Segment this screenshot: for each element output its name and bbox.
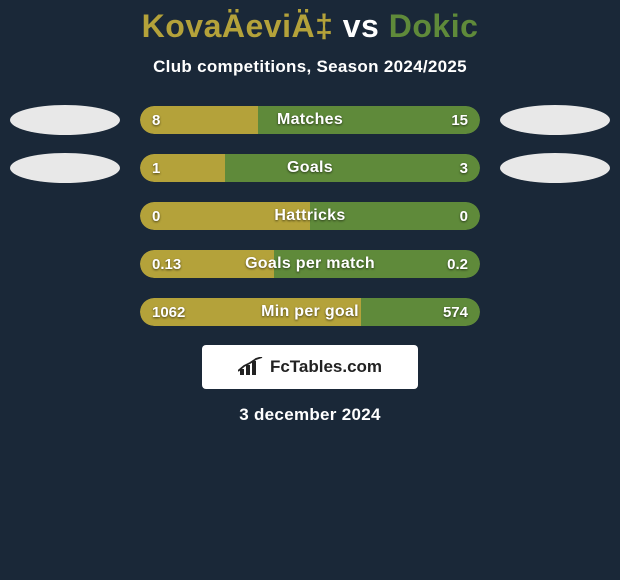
spacer: [500, 249, 610, 279]
player2-badge: [500, 153, 610, 183]
date-label: 3 december 2024: [0, 405, 620, 425]
stat-bar: 1062574Min per goal: [140, 298, 480, 326]
branding-text: FcTables.com: [270, 357, 382, 377]
spacer: [500, 297, 610, 327]
title-vs: vs: [343, 8, 380, 44]
stat-row: 00Hattricks: [0, 201, 620, 231]
stat-bar: 00Hattricks: [140, 202, 480, 230]
stat-label: Goals per match: [140, 250, 480, 278]
spacer: [500, 201, 610, 231]
stat-bar: 815Matches: [140, 106, 480, 134]
spacer: [10, 201, 120, 231]
stat-row: 0.130.2Goals per match: [0, 249, 620, 279]
player1-badge: [10, 105, 120, 135]
stat-row: 1062574Min per goal: [0, 297, 620, 327]
branding-badge[interactable]: FcTables.com: [202, 345, 418, 389]
spacer: [10, 249, 120, 279]
stat-bar: 0.130.2Goals per match: [140, 250, 480, 278]
comparison-card: KovaÄeviÄ‡ vs Dokic Club competitions, S…: [0, 0, 620, 425]
chart-icon: [238, 357, 264, 377]
player2-name: Dokic: [389, 8, 479, 44]
player1-name: KovaÄeviÄ‡: [142, 8, 334, 44]
stat-label: Matches: [140, 106, 480, 134]
stat-label: Hattricks: [140, 202, 480, 230]
stat-label: Min per goal: [140, 298, 480, 326]
subtitle: Club competitions, Season 2024/2025: [0, 57, 620, 77]
stats-area: 815Matches 13Goals 00Hattricks 0.130.2Goals…: [0, 105, 620, 327]
stat-label: Goals: [140, 154, 480, 182]
stat-row: 815Matches: [0, 105, 620, 135]
stat-row: 13Goals: [0, 153, 620, 183]
stat-bar: 13Goals: [140, 154, 480, 182]
page-title: KovaÄeviÄ‡ vs Dokic: [0, 8, 620, 45]
spacer: [10, 297, 120, 327]
player2-badge: [500, 105, 610, 135]
player1-badge: [10, 153, 120, 183]
